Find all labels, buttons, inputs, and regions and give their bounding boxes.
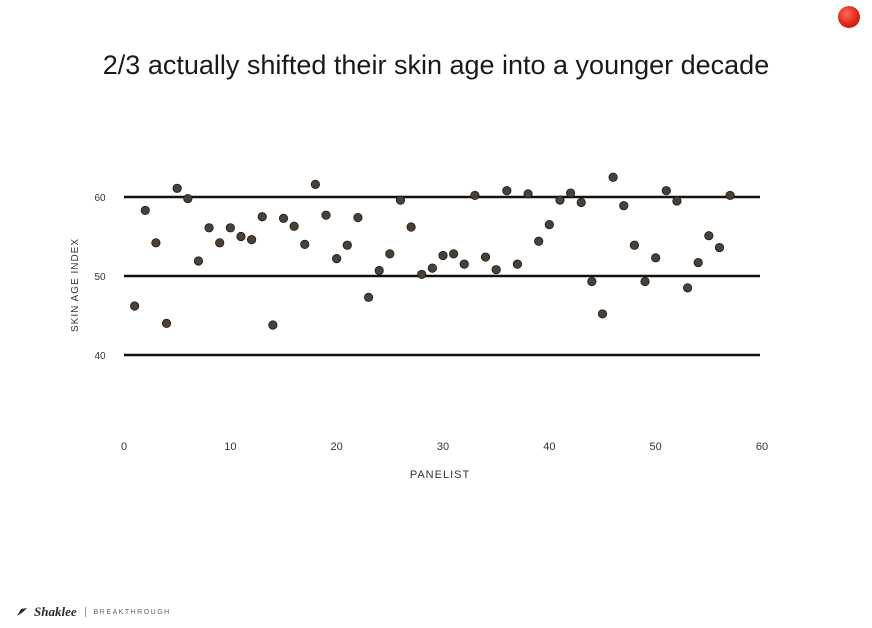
data-point bbox=[608, 172, 618, 182]
data-points bbox=[130, 172, 735, 330]
data-point bbox=[651, 253, 661, 263]
data-point bbox=[523, 189, 533, 199]
data-point bbox=[332, 254, 342, 264]
footer-brand: Shaklee bbox=[34, 604, 77, 619]
reference-lines bbox=[124, 195, 760, 357]
data-point bbox=[289, 221, 299, 231]
data-point bbox=[363, 292, 374, 302]
data-point bbox=[183, 193, 193, 204]
data-point bbox=[427, 263, 437, 273]
data-point bbox=[661, 186, 671, 196]
x-axis-label: PANELIST bbox=[410, 469, 470, 481]
data-point bbox=[587, 276, 597, 287]
data-point bbox=[693, 257, 703, 268]
x-tick-label: 60 bbox=[756, 441, 768, 453]
data-point bbox=[140, 205, 150, 216]
data-point bbox=[534, 236, 544, 246]
data-point bbox=[714, 242, 725, 253]
footer-tagline: BREAKTHROUGH bbox=[93, 608, 171, 616]
data-point bbox=[417, 269, 427, 280]
x-tick-label: 40 bbox=[543, 441, 555, 453]
data-point bbox=[555, 195, 565, 205]
data-point bbox=[310, 179, 320, 189]
data-point bbox=[353, 212, 363, 223]
data-point bbox=[565, 188, 576, 198]
data-point bbox=[438, 250, 448, 261]
data-point bbox=[470, 190, 480, 201]
data-point bbox=[640, 276, 650, 287]
y-tick-label: 40 bbox=[94, 351, 106, 362]
data-point bbox=[512, 259, 523, 269]
x-tick-label: 20 bbox=[331, 441, 343, 453]
shaklee-logo-icon bbox=[17, 608, 27, 616]
data-point bbox=[544, 220, 554, 230]
data-point bbox=[491, 265, 501, 275]
data-point bbox=[300, 239, 310, 249]
footer-divider bbox=[84, 607, 86, 617]
data-point bbox=[385, 249, 395, 259]
data-point bbox=[130, 301, 140, 311]
data-point bbox=[225, 223, 235, 233]
data-point bbox=[268, 320, 278, 330]
data-point bbox=[459, 259, 469, 269]
data-point bbox=[204, 223, 214, 233]
data-point bbox=[672, 196, 682, 206]
y-tick-label: 50 bbox=[94, 272, 106, 283]
x-tick-label: 10 bbox=[224, 441, 236, 453]
data-point bbox=[257, 212, 267, 222]
y-tick-label: 60 bbox=[94, 193, 106, 204]
data-point bbox=[278, 213, 289, 223]
x-tick-label: 50 bbox=[650, 441, 662, 453]
data-point bbox=[502, 186, 512, 196]
data-point bbox=[215, 238, 225, 248]
data-point bbox=[374, 265, 384, 276]
y-axis-ticks: 40 50 60 bbox=[94, 193, 106, 362]
footer: Shaklee BREAKTHROUGH bbox=[16, 603, 171, 621]
slide-title: 2/3 actually shifted their skin age into… bbox=[102, 50, 770, 80]
data-point bbox=[193, 256, 204, 266]
data-point bbox=[236, 231, 246, 242]
y-axis-label: SKIN AGE INDEX bbox=[70, 238, 81, 332]
data-point bbox=[619, 201, 629, 211]
data-point bbox=[342, 240, 352, 250]
data-point bbox=[449, 249, 459, 259]
data-point bbox=[725, 190, 735, 201]
data-point bbox=[395, 195, 406, 205]
data-point bbox=[480, 252, 491, 262]
data-point bbox=[704, 231, 714, 241]
x-tick-label: 0 bbox=[121, 441, 127, 453]
data-point bbox=[682, 283, 693, 293]
data-point bbox=[172, 183, 182, 193]
data-point bbox=[576, 197, 586, 208]
x-axis-ticks: 0 10 20 30 40 50 60 bbox=[121, 441, 768, 453]
data-point bbox=[161, 318, 172, 328]
data-point bbox=[151, 238, 161, 248]
data-point bbox=[247, 235, 257, 245]
record-indicator-icon bbox=[838, 6, 860, 28]
data-point bbox=[406, 222, 416, 232]
data-point bbox=[629, 240, 640, 250]
x-tick-label: 30 bbox=[437, 441, 449, 453]
data-point bbox=[321, 210, 331, 220]
data-point bbox=[597, 309, 608, 319]
